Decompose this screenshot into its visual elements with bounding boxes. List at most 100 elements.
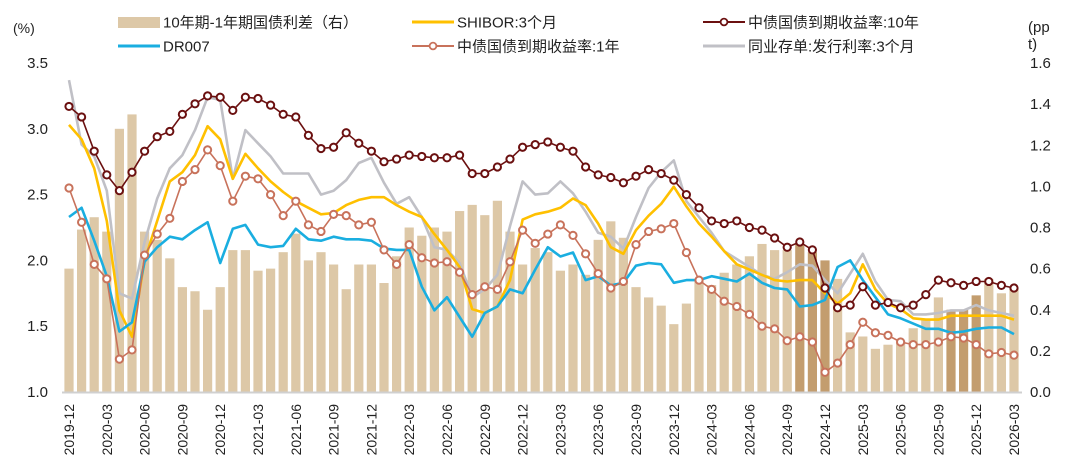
data-point [518, 142, 528, 152]
data-point [833, 303, 843, 313]
data-point [1009, 283, 1019, 293]
data-point [770, 324, 780, 334]
data-point [165, 126, 175, 137]
right-tick-label: 1.2 [1030, 137, 1051, 154]
series-line [68, 149, 1015, 374]
bar [631, 287, 641, 392]
data-point [341, 211, 351, 221]
data-point [203, 145, 213, 155]
bar [379, 283, 389, 392]
bar [366, 264, 376, 392]
bar [354, 264, 364, 392]
data-point [253, 174, 263, 184]
data-point [228, 196, 238, 206]
x-tick-label: 2020-06 [137, 404, 153, 456]
data-point [455, 150, 465, 160]
data-point [870, 300, 881, 310]
data-point [190, 99, 200, 109]
bar [921, 320, 931, 392]
legend-item: 中债国债到期收益率:10年 [703, 15, 919, 32]
bar [505, 231, 515, 392]
bar [757, 243, 767, 392]
data-point [707, 284, 717, 294]
data-point [959, 280, 969, 291]
bar [455, 211, 465, 392]
data-point [177, 176, 187, 187]
data-point [278, 109, 288, 119]
data-point [606, 172, 616, 183]
data-point [291, 112, 301, 122]
data-point [971, 276, 981, 287]
bar [291, 233, 301, 392]
data-point [429, 153, 439, 163]
data-point [933, 275, 944, 285]
left-tick-label: 3.0 [27, 121, 48, 138]
data-point [908, 300, 918, 310]
bar [177, 287, 187, 392]
data-point [845, 340, 855, 350]
data-point [618, 276, 629, 287]
data-point [366, 217, 376, 227]
data-point [266, 100, 276, 110]
data-point [127, 167, 137, 177]
legend-item: 10年期-1年期国债利差（右） [118, 15, 358, 32]
x-tick-label: 2021-12 [363, 404, 379, 456]
bar [732, 264, 742, 392]
bar [89, 217, 99, 392]
bar [303, 260, 313, 392]
data-point [593, 170, 603, 180]
data-point [883, 330, 893, 341]
x-tick-label: 2019-12 [61, 404, 77, 456]
data-point [404, 240, 414, 250]
data-point [64, 183, 74, 193]
data-point [631, 171, 641, 181]
right-tick-label: 1.4 [1030, 96, 1051, 113]
data-point [996, 347, 1007, 358]
data-point [379, 157, 389, 167]
data-point [165, 213, 175, 223]
bar [618, 237, 628, 392]
data-point [278, 211, 288, 221]
bar [996, 293, 1006, 392]
data-point [908, 340, 918, 350]
data-point [921, 290, 931, 300]
data-point [177, 109, 187, 119]
x-tick-label: 2022-06 [439, 404, 455, 456]
bar [492, 200, 502, 392]
data-point [984, 349, 994, 359]
data-point [266, 190, 276, 200]
data-point [694, 275, 704, 285]
bar [215, 287, 225, 392]
data-point [152, 229, 162, 239]
data-point [89, 146, 99, 156]
data-point [921, 340, 931, 350]
bar [190, 291, 200, 392]
data-point [392, 154, 402, 164]
data-point [480, 282, 490, 292]
bar [908, 328, 918, 392]
bar [316, 252, 326, 392]
data-point [770, 233, 780, 243]
axes: 1.0 1.5 2.0 2.5 3.0 3.5 0.0 0.2 0.4 0.6 0.8 1.0 1.2 1… [27, 55, 1051, 455]
data-point [543, 137, 553, 147]
data-point [896, 303, 906, 313]
data-point [593, 268, 603, 279]
bar-series [64, 114, 1019, 393]
bar [266, 268, 276, 392]
data-point [379, 245, 389, 255]
x-tick-label: 2023-03 [552, 404, 568, 456]
right-tick-label: 0.6 [1030, 261, 1051, 278]
series-line [68, 206, 1015, 339]
bar [581, 274, 591, 392]
bar [984, 278, 994, 392]
bar [883, 344, 893, 392]
legend-item: DR007 [118, 39, 210, 56]
x-tick-label: 2026-03 [1006, 404, 1022, 456]
bar [442, 231, 452, 392]
x-tick-label: 2025-03 [855, 404, 871, 456]
data-point [669, 175, 679, 185]
data-point [606, 283, 616, 293]
data-point [240, 92, 250, 102]
data-point [215, 92, 225, 102]
bar [341, 289, 351, 392]
